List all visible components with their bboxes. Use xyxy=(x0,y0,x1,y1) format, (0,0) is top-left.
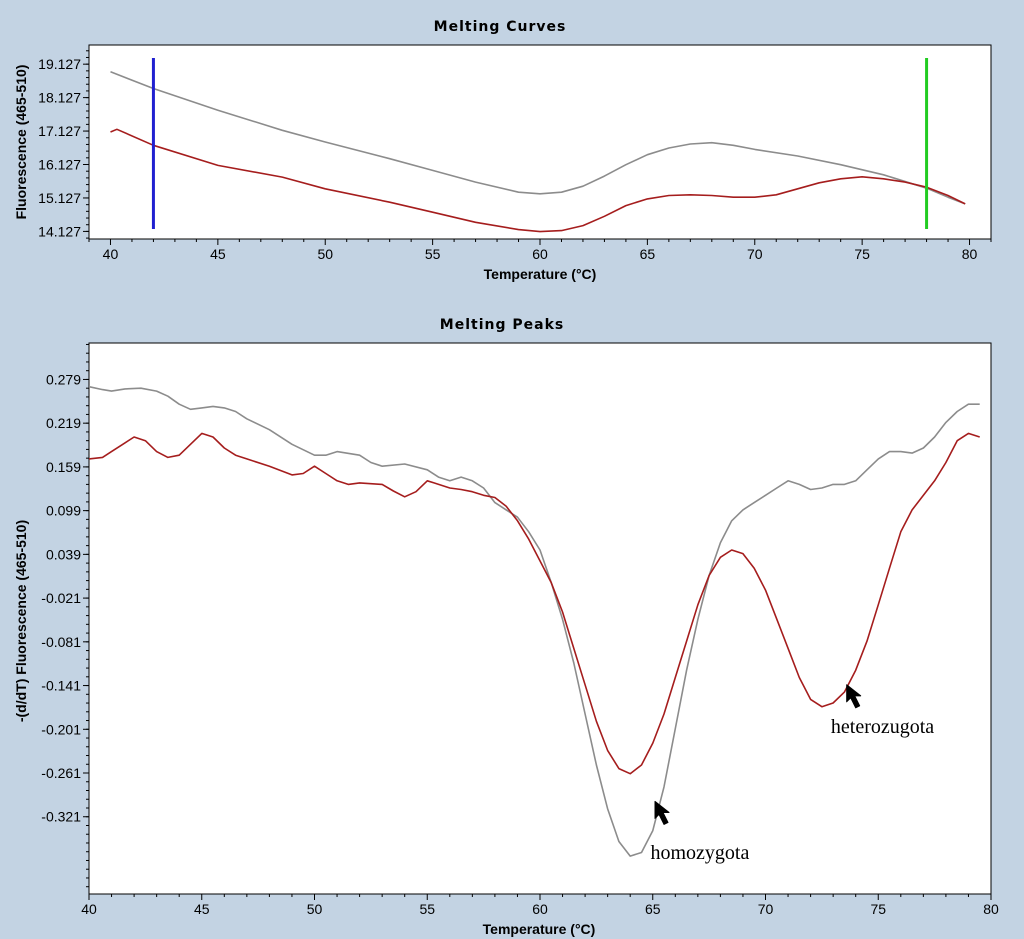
x-tick-label: 60 xyxy=(532,246,548,262)
x-tick-label: 80 xyxy=(962,246,978,262)
x-tick-label: 60 xyxy=(532,901,548,917)
chart-title: Melting Peaks xyxy=(440,317,564,333)
y-tick-label: 19.127 xyxy=(38,56,81,72)
series-line-2 xyxy=(110,128,966,233)
x-tick-label: 45 xyxy=(194,901,210,917)
melting-peaks-chart: Melting Peaks 40 45 50 55 60 65 70 75 80 0.279 0.2… xyxy=(13,317,999,937)
arrow-pointer-icon xyxy=(846,684,862,709)
y-tick-label: 15.127 xyxy=(38,190,81,206)
y-tick-label: 16.127 xyxy=(38,157,81,173)
y-tick-label: 14.127 xyxy=(38,223,81,239)
y-tick-label: 0.279 xyxy=(46,371,81,387)
y-tick-label: -0.141 xyxy=(41,678,81,694)
y-tick-label: 0.099 xyxy=(46,503,81,519)
y-tick-label: -0.021 xyxy=(41,590,81,606)
x-axis-label: Temperature (°C) xyxy=(484,266,597,282)
chart-title: Melting Curves xyxy=(434,19,567,35)
x-tick-label: 55 xyxy=(425,246,441,262)
x-tick-label: 70 xyxy=(758,901,774,917)
y-tick-label: -0.261 xyxy=(41,765,81,781)
annotation-label: homozygota xyxy=(650,842,749,864)
y-tick-label: 18.127 xyxy=(38,90,81,106)
y-tick-label: 17.127 xyxy=(38,123,81,139)
x-tick-label: 70 xyxy=(747,246,763,262)
series-line-1 xyxy=(88,385,980,857)
annotation-label: heterozugota xyxy=(831,716,934,738)
x-tick-label: 45 xyxy=(210,246,226,262)
y-tick-label: 0.159 xyxy=(46,459,81,475)
series-line-1 xyxy=(110,71,966,205)
y-axis-label: Fluorescence (465-510) xyxy=(13,65,29,220)
x-tick-label: 75 xyxy=(870,901,886,917)
y-tick-label: 0.219 xyxy=(46,415,81,431)
y-axis-label: -(d/dT) Fluorescence (465-510) xyxy=(13,520,29,722)
x-tick-label: 55 xyxy=(419,901,435,917)
x-tick-label: 50 xyxy=(317,246,333,262)
series-line-2 xyxy=(88,432,980,775)
x-tick-label: 40 xyxy=(81,901,97,917)
x-tick-label: 40 xyxy=(103,246,119,262)
x-tick-label: 80 xyxy=(983,901,999,917)
x-tick-label: 65 xyxy=(645,901,661,917)
y-tick-label: -0.081 xyxy=(41,634,81,650)
plot-area xyxy=(88,342,992,895)
x-tick-label: 65 xyxy=(640,246,656,262)
y-tick-label: 0.039 xyxy=(46,546,81,562)
arrow-pointer-icon xyxy=(654,800,670,825)
x-tick-label: 75 xyxy=(854,246,870,262)
y-tick-label: -0.201 xyxy=(41,721,81,737)
melting-curves-chart: Melting Curves 40 45 50 55 60 65 70 75 80 19.127 1… xyxy=(13,19,992,282)
y-tick-label: -0.321 xyxy=(41,809,81,825)
plot-area xyxy=(88,44,992,240)
x-tick-label: 50 xyxy=(307,901,323,917)
x-axis-label: Temperature (°C) xyxy=(483,921,596,937)
